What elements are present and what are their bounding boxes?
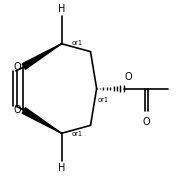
Text: H: H bbox=[58, 163, 65, 173]
Text: O: O bbox=[143, 117, 151, 127]
Polygon shape bbox=[22, 108, 62, 133]
Text: or1: or1 bbox=[98, 97, 109, 103]
Text: O: O bbox=[14, 62, 21, 72]
Text: O: O bbox=[14, 105, 21, 115]
Polygon shape bbox=[22, 44, 62, 69]
Text: or1: or1 bbox=[71, 131, 82, 137]
Text: or1: or1 bbox=[71, 40, 82, 46]
Text: O: O bbox=[124, 72, 132, 82]
Text: H: H bbox=[58, 4, 65, 14]
